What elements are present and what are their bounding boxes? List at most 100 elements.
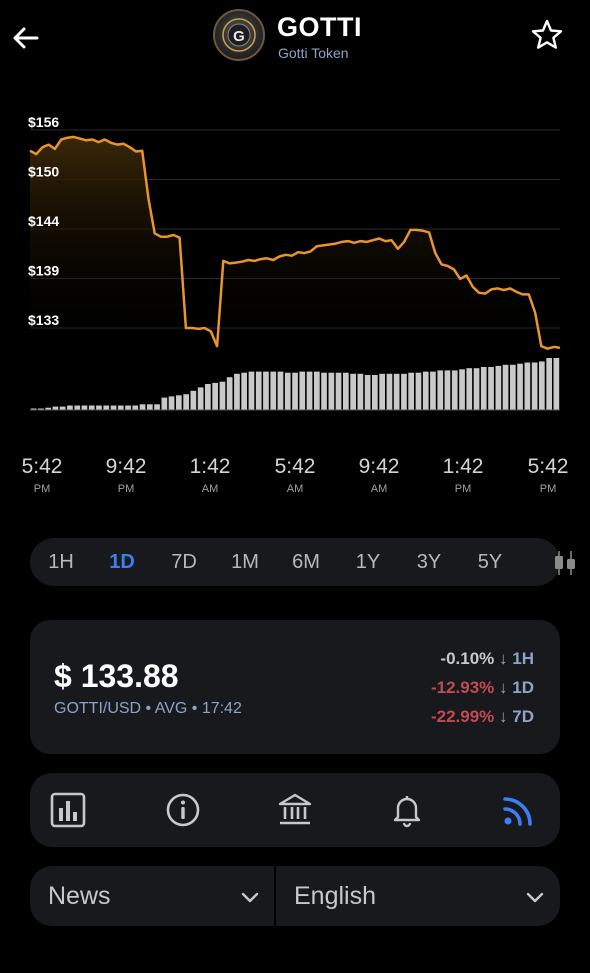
volume-bar xyxy=(277,371,284,410)
volume-bar xyxy=(30,408,37,410)
volume-bar xyxy=(270,371,277,410)
volume-bar xyxy=(168,396,175,410)
price-area xyxy=(30,136,560,349)
change-7d: -22.99% ↓ 7D xyxy=(430,707,534,726)
volume-bar xyxy=(466,368,473,410)
volume-bar xyxy=(364,375,371,410)
section-select[interactable]: News xyxy=(30,866,275,926)
info-icon[interactable] xyxy=(164,791,202,829)
volume-bar xyxy=(147,404,153,410)
chevron-down-icon xyxy=(241,892,259,903)
x-tick: 1:42 PM xyxy=(428,455,498,495)
volume-bar xyxy=(176,395,182,410)
x-tick-time: 9:42 xyxy=(358,455,400,478)
range-1h[interactable]: 1H xyxy=(48,551,74,573)
volume-bar xyxy=(263,371,269,410)
volume-bar xyxy=(408,372,414,410)
rss-feed-icon[interactable] xyxy=(500,791,538,829)
price-chart[interactable]: $156 $150 $144 $139 $133 xyxy=(0,100,590,420)
x-tick-ampm: AM xyxy=(370,483,388,495)
volume-bar xyxy=(321,372,327,410)
volume-bar xyxy=(422,371,429,410)
volume-bar xyxy=(473,368,480,410)
x-tick-time: 5:42 xyxy=(274,455,316,478)
change-1d: -12.93% ↓ 1D xyxy=(430,678,534,697)
range-3y[interactable]: 3Y xyxy=(416,551,442,573)
volume-bar xyxy=(45,407,51,410)
x-tick-ampm: AM xyxy=(286,483,304,495)
volume-bar xyxy=(154,404,160,410)
range-1m[interactable]: 1M xyxy=(231,551,259,573)
x-tick-ampm: PM xyxy=(33,483,51,495)
volume-bar xyxy=(510,364,516,410)
volume-bar xyxy=(88,405,95,410)
volume-bar xyxy=(488,367,494,410)
language-select-value: English xyxy=(294,882,376,910)
volume-bar xyxy=(241,372,247,410)
svg-text:G: G xyxy=(233,28,245,45)
x-tick-time: 1:42 xyxy=(442,455,484,478)
volume-bar xyxy=(393,373,400,410)
x-tick-ampm: AM xyxy=(201,483,219,495)
volume-bar xyxy=(437,370,444,410)
range-7d[interactable]: 7D xyxy=(171,551,197,573)
time-axis: 5:42 PM 9:42 PM 1:42 AM 5:42 AM 9:42 AM 1:42 PM 5:42… xyxy=(0,455,590,505)
volume-bar xyxy=(372,375,378,410)
volume-bar xyxy=(335,372,342,410)
volume-bar xyxy=(444,370,451,410)
volume-bar xyxy=(480,367,487,410)
volume-bar xyxy=(255,371,262,410)
range-selector: 1H 1D 7D 1M 6M 1Y 3Y 5Y xyxy=(30,538,575,586)
volume-bar xyxy=(350,373,356,410)
bar-chart-icon[interactable] xyxy=(49,791,87,829)
chevron-down-icon xyxy=(526,892,544,903)
x-tick: 5:42 PM xyxy=(7,455,77,495)
volume-bar xyxy=(132,405,139,410)
candlestick-icon[interactable] xyxy=(550,550,580,576)
volume-bar xyxy=(357,373,364,410)
volume-bar xyxy=(415,372,422,410)
volume-bar xyxy=(284,372,291,410)
y-tick-label: $144 xyxy=(28,213,59,229)
volume-bar xyxy=(117,405,124,410)
star-outline-icon[interactable] xyxy=(530,18,564,52)
x-tick: 5:42 AM xyxy=(260,455,330,495)
volume-bar xyxy=(430,371,436,410)
volume-bar xyxy=(306,371,313,410)
volume-bar xyxy=(524,362,531,410)
volume-bar xyxy=(38,408,44,410)
volume-bar xyxy=(314,371,320,410)
x-tick-time: 9:42 xyxy=(105,455,147,478)
volume-bar xyxy=(299,371,306,410)
volume-bar xyxy=(248,371,255,410)
range-5y[interactable]: 5Y xyxy=(477,551,503,573)
volume-bar xyxy=(125,405,131,410)
volume-bar xyxy=(226,377,233,410)
arrow-left-icon[interactable] xyxy=(10,22,42,54)
bank-icon[interactable] xyxy=(276,791,314,829)
range-1y[interactable]: 1Y xyxy=(355,551,381,573)
x-tick-time: 1:42 xyxy=(189,455,231,478)
volume-bar xyxy=(546,358,552,410)
section-tabbar xyxy=(30,773,560,847)
bell-icon[interactable] xyxy=(388,791,426,829)
volume-bar xyxy=(139,404,146,410)
range-6m[interactable]: 6M xyxy=(292,551,320,573)
volume-bar xyxy=(234,373,240,410)
range-1d[interactable]: 1D xyxy=(109,551,135,573)
x-tick-ampm: PM xyxy=(539,483,557,495)
language-select[interactable]: English xyxy=(276,866,560,926)
x-tick-time: 5:42 xyxy=(527,455,569,478)
volume-bar xyxy=(379,373,385,410)
change-1h: -0.10% ↓ 1H xyxy=(440,649,534,668)
volume-bar xyxy=(103,405,110,410)
volume-bar xyxy=(212,382,218,410)
volume-bar xyxy=(190,390,197,410)
volume-bar xyxy=(531,362,538,410)
volume-bar xyxy=(451,370,458,410)
volume-bar xyxy=(553,358,560,410)
y-tick-label: $156 xyxy=(28,114,59,130)
volume-bar xyxy=(343,372,349,410)
token-logo: G xyxy=(213,9,265,61)
volume-bar xyxy=(459,369,465,410)
